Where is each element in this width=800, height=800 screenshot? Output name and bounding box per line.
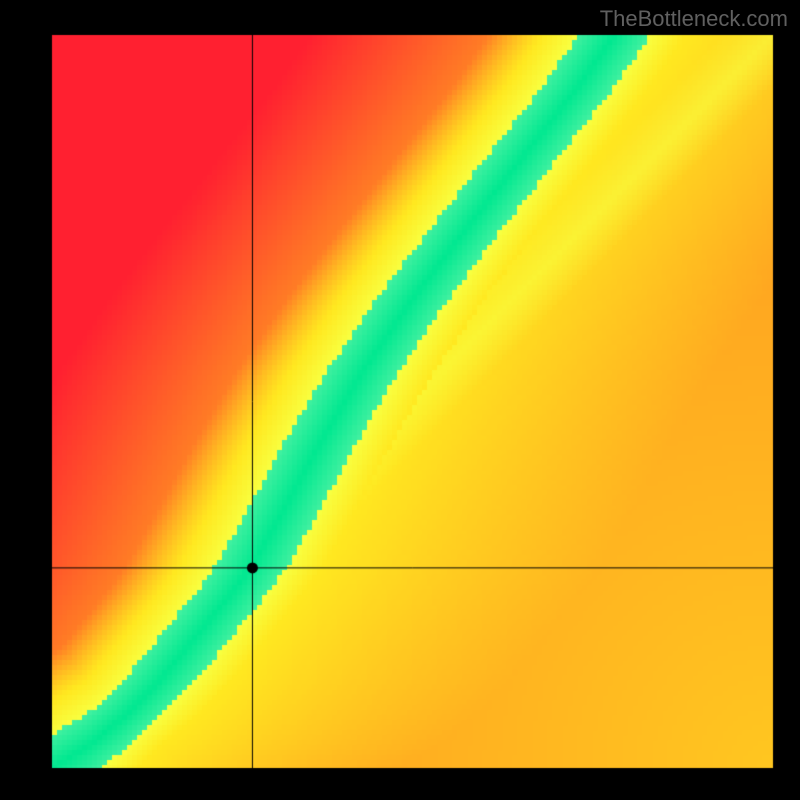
chart-container: TheBottleneck.com bbox=[0, 0, 800, 800]
heatmap-canvas bbox=[0, 0, 800, 800]
watermark-text: TheBottleneck.com bbox=[600, 6, 788, 32]
